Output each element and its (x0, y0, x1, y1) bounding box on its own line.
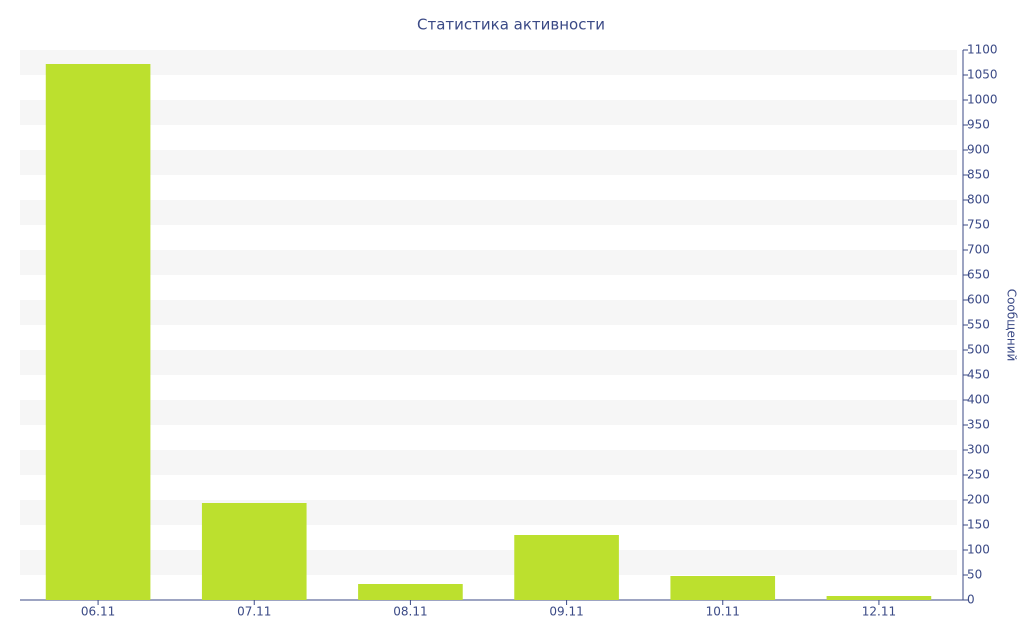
grid-band (20, 150, 957, 175)
grid-band (20, 450, 957, 475)
y-axis-label: Сообщений (1005, 289, 1019, 362)
chart-title: Статистика активности (417, 16, 605, 34)
y-tick-label: 150 (967, 518, 990, 532)
y-tick-label: 300 (967, 443, 990, 457)
bar (670, 576, 776, 600)
bar (358, 584, 463, 600)
y-tick-label: 1000 (967, 93, 998, 107)
x-tick-label: 06.11 (81, 605, 115, 619)
bar (45, 64, 151, 600)
grid-band (20, 200, 957, 225)
bar (201, 503, 307, 600)
y-tick-label: 100 (967, 543, 990, 557)
grid-band (20, 50, 957, 75)
y-tick-label: 700 (967, 243, 990, 257)
y-tick-label: 0 (967, 593, 975, 607)
y-tick-label: 400 (967, 393, 990, 407)
y-tick-label: 200 (967, 493, 990, 507)
y-tick-label: 450 (967, 368, 990, 382)
y-tick-label: 650 (967, 268, 990, 282)
bar (514, 535, 619, 600)
y-tick-label: 1050 (967, 68, 998, 82)
y-tick-label: 500 (967, 343, 990, 357)
x-tick-label: 09.11 (549, 605, 583, 619)
grid-band (20, 250, 957, 275)
y-tick-label: 800 (967, 193, 990, 207)
y-tick-label: 900 (967, 143, 990, 157)
y-tick-label: 250 (967, 468, 990, 482)
y-tick-label: 850 (967, 168, 990, 182)
y-tick-label: 750 (967, 218, 990, 232)
x-tick-label: 12.11 (862, 605, 896, 619)
y-tick-label: 350 (967, 418, 990, 432)
grid-band (20, 100, 957, 125)
grid-band (20, 500, 957, 525)
y-tick-label: 50 (967, 568, 982, 582)
x-tick-label: 08.11 (393, 605, 427, 619)
grid-band (20, 400, 957, 425)
x-tick-label: 10.11 (706, 605, 740, 619)
y-tick-label: 550 (967, 318, 990, 332)
grid-band (20, 550, 957, 575)
grid-band (20, 300, 957, 325)
y-tick-label: 1100 (967, 43, 998, 57)
y-tick-label: 950 (967, 118, 990, 132)
x-tick-label: 07.11 (237, 605, 271, 619)
y-tick-label: 600 (967, 293, 990, 307)
grid-band (20, 350, 957, 375)
bar (826, 596, 932, 600)
